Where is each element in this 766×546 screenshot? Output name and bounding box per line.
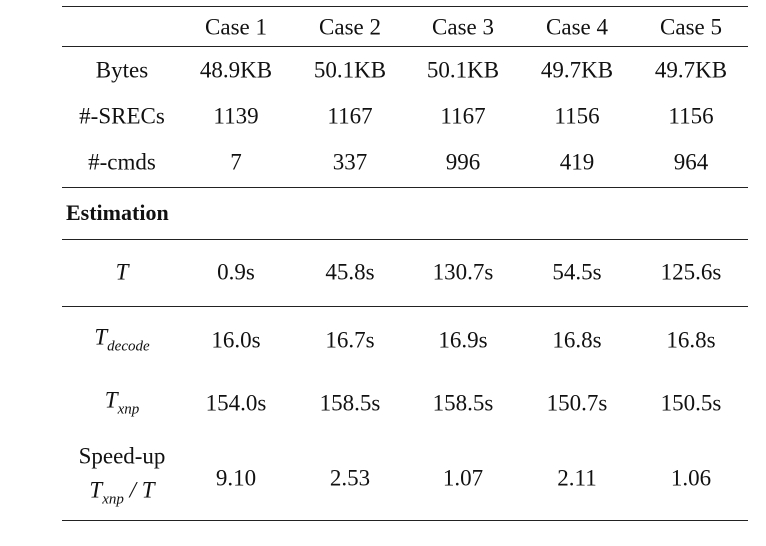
table-cell: 2.53	[329, 465, 371, 491]
table-cell: 49.7KB	[540, 57, 614, 83]
table-cell: 125.6s	[660, 259, 722, 285]
top-rule	[62, 6, 748, 7]
row-rule-t	[62, 306, 748, 307]
row-label-t-decode-main: T	[94, 324, 108, 350]
table-cell: 50.1KB	[313, 57, 387, 83]
table-cell: 16.8s	[666, 327, 716, 353]
row-label-t-decode-sub: decode	[107, 338, 150, 355]
row-label-t-xnp: Txnp	[105, 389, 139, 418]
table-cell: 1167	[327, 103, 373, 129]
table-cell: 48.9KB	[199, 57, 273, 83]
table-cell: 996	[445, 149, 481, 175]
bottom-rule	[62, 520, 748, 521]
section-rule-top	[62, 187, 748, 188]
table-cell: 16.0s	[211, 327, 261, 353]
row-label-t-xnp-sub: xnp	[117, 401, 140, 418]
section-title-estimation: Estimation	[66, 200, 169, 225]
table-cell: 337	[332, 149, 368, 175]
table-cell: 45.8s	[325, 259, 375, 285]
row-label-cmds: #-cmds	[88, 149, 156, 175]
row-label-speedup-tail: / T	[123, 477, 155, 503]
table-cell: 1156	[554, 103, 600, 129]
header-rule	[62, 46, 748, 47]
row-label-speedup-t: T	[89, 477, 103, 503]
table-cell: 150.7s	[546, 390, 608, 416]
row-label-speedup: Speed-up Txnp / T	[79, 440, 166, 517]
table-cell: 9.10	[215, 465, 257, 491]
table-cell: 16.7s	[325, 327, 375, 353]
table-cell: 1139	[213, 103, 259, 129]
row-label-speedup-line1: Speed-up	[78, 443, 166, 469]
header-case-1: Case 1	[205, 14, 267, 40]
table-cell: 419	[559, 149, 595, 175]
table-cell: 158.5s	[432, 390, 494, 416]
header-case-3: Case 3	[432, 14, 494, 40]
table-cell: 1156	[668, 103, 714, 129]
row-label-speedup-line2: Txnp / T	[79, 474, 166, 517]
table-cell: 150.5s	[660, 390, 722, 416]
table-cell: 1167	[440, 103, 486, 129]
row-label-speedup-sub: xnp	[102, 491, 124, 508]
section-rule-bottom	[62, 239, 748, 240]
row-label-t-decode: Tdecode	[94, 326, 149, 355]
table-cell: 0.9s	[217, 259, 255, 285]
row-label-t-main: T	[115, 259, 129, 285]
table-cell: 154.0s	[205, 390, 267, 416]
header-case-5: Case 5	[660, 14, 722, 40]
table-cell: 158.5s	[319, 390, 381, 416]
table-cell: 49.7KB	[654, 57, 728, 83]
table-cell: 16.8s	[552, 327, 602, 353]
table-cell: 7	[230, 149, 242, 175]
table-cell: 16.9s	[438, 327, 488, 353]
row-label-t-xnp-main: T	[104, 387, 118, 413]
table-cell: 54.5s	[552, 259, 602, 285]
header-case-4: Case 4	[546, 14, 608, 40]
table-cell: 2.11	[557, 465, 597, 491]
table-cell: 130.7s	[432, 259, 494, 285]
table-cell: 1.06	[670, 465, 712, 491]
table-cell: 1.07	[442, 465, 484, 491]
row-label-t: T	[116, 261, 129, 284]
table-cell: 964	[673, 149, 709, 175]
header-case-2: Case 2	[319, 14, 381, 40]
table-cell: 50.1KB	[426, 57, 500, 83]
row-label-bytes: Bytes	[95, 57, 149, 83]
row-label-srecs: #-SRECs	[79, 103, 165, 129]
